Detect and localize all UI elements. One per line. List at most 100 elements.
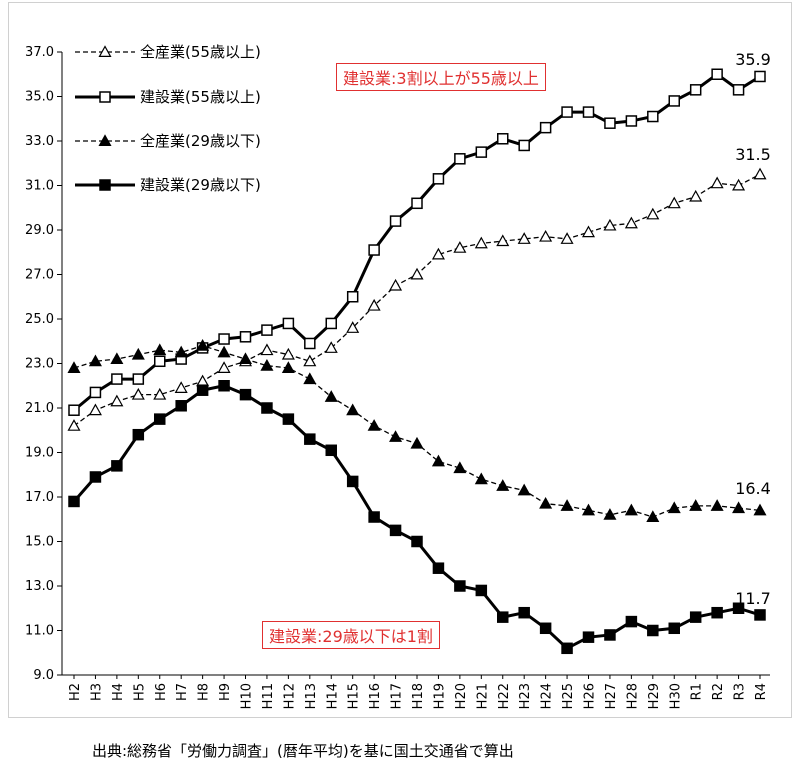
x-tick-label: H10 [240, 683, 255, 709]
data-point [475, 146, 488, 158]
data-point [304, 337, 316, 350]
data-point [604, 117, 616, 129]
legend-entry: 建設業(55歳以上) [75, 88, 261, 106]
data-point [431, 247, 445, 260]
data-point [154, 413, 166, 425]
data-point [111, 373, 123, 385]
x-tick-labels: H2 H3 H4 H5 H6 H7 H8 H9 H10 H11 H12 H13 H14 H15 H16 H17… [68, 683, 769, 709]
data-point [260, 343, 274, 356]
x-tick-label: H13 [304, 683, 319, 709]
legend: 全産業(55歳以上) 建設業(55歳以上) 全産業(29歳以下) 建設業(29歳以下) [75, 43, 261, 194]
data-point [474, 472, 488, 485]
data-point [238, 352, 253, 365]
data-point [196, 374, 210, 387]
y-tick-label: 21.0 [25, 401, 54, 416]
data-point [411, 197, 423, 210]
data-point [324, 390, 338, 402]
series-line [73, 173, 761, 427]
series-lines [67, 68, 767, 655]
x-tick-label: H4 [111, 683, 126, 701]
data-point [560, 499, 574, 511]
data-point [539, 496, 553, 509]
data-point [132, 428, 145, 441]
data-point [539, 622, 552, 635]
data-point [67, 419, 81, 431]
data-point [732, 602, 745, 614]
data-point [517, 232, 531, 244]
data-point [624, 503, 638, 516]
x-tick-label: H19 [432, 683, 447, 709]
data-point [218, 380, 230, 392]
y-tick-label: 37.0 [25, 45, 54, 60]
x-tick-label: H17 [390, 683, 405, 709]
data-point [581, 503, 596, 516]
x-tick-label: H15 [347, 683, 362, 709]
data-point [560, 232, 574, 244]
x-tick-label: R4 [754, 683, 769, 700]
source-note: 出典:総務省「労働力調査」(暦年平均)を基に国土交通省で算出 [92, 742, 514, 760]
x-tick-label: H12 [282, 683, 297, 709]
data-point [196, 338, 210, 351]
data-point [496, 234, 510, 247]
data-point [539, 229, 553, 242]
data-point [261, 402, 273, 414]
data-point [196, 384, 209, 396]
data-point [561, 642, 573, 655]
data-point [689, 499, 703, 511]
data-point [239, 331, 252, 343]
end-value-label: 11.7 [735, 589, 771, 608]
data-point [432, 173, 445, 185]
series-line [73, 345, 761, 518]
data-point [689, 611, 702, 623]
x-tick-label: H16 [368, 683, 383, 709]
data-point [625, 615, 638, 628]
y-tick-label: 33.0 [25, 134, 54, 149]
data-point [454, 153, 466, 165]
data-point [518, 139, 530, 152]
data-point [582, 631, 595, 643]
x-tick-label: H5 [132, 683, 147, 701]
data-point [368, 511, 380, 523]
x-tick-label: R3 [733, 683, 748, 700]
data-point [497, 611, 509, 623]
data-point [346, 321, 360, 333]
data-point [689, 189, 703, 202]
data-point [561, 106, 573, 118]
y-tick-label: 15.0 [25, 535, 54, 550]
y-tick-label: 35.0 [25, 90, 54, 105]
data-point [88, 403, 102, 416]
x-tick-label: H11 [261, 683, 276, 709]
data-point [732, 178, 746, 191]
x-tick-label: H20 [454, 683, 469, 709]
data-point [603, 508, 617, 520]
data-point [174, 345, 188, 358]
x-tick-label: H6 [154, 683, 169, 701]
data-point [131, 387, 145, 400]
series-3 [68, 380, 766, 655]
data-point [131, 347, 145, 360]
data-point [711, 606, 723, 619]
data-point [754, 609, 766, 621]
data-point [174, 381, 188, 393]
chart-frame [8, 2, 792, 718]
y-tick-label: 25.0 [25, 312, 54, 327]
data-point [346, 403, 360, 416]
data-point [604, 629, 616, 641]
data-point [667, 196, 681, 209]
data-point [646, 510, 660, 523]
callout-55-and-over: 建設業:3割以上が55歳以上 [336, 63, 546, 91]
data-point [111, 460, 123, 472]
data-point [475, 584, 488, 597]
data-point [647, 110, 659, 123]
data-point [389, 524, 402, 537]
x-tick-label: H29 [647, 683, 662, 709]
data-point [68, 495, 80, 508]
x-tick-label: R1 [690, 683, 705, 700]
legend-label: 全産業(55歳以上) [140, 43, 261, 61]
data-point [68, 404, 80, 416]
y-tick-labels: 9.0 11.0 13.0 15.0 17.0 19.0 21.0 23.0 25.0 27.0 2… [25, 45, 54, 683]
data-point [539, 121, 552, 134]
data-point [88, 354, 102, 367]
data-point [431, 454, 445, 467]
legend-entry: 全産業(55歳以上) [75, 43, 261, 61]
